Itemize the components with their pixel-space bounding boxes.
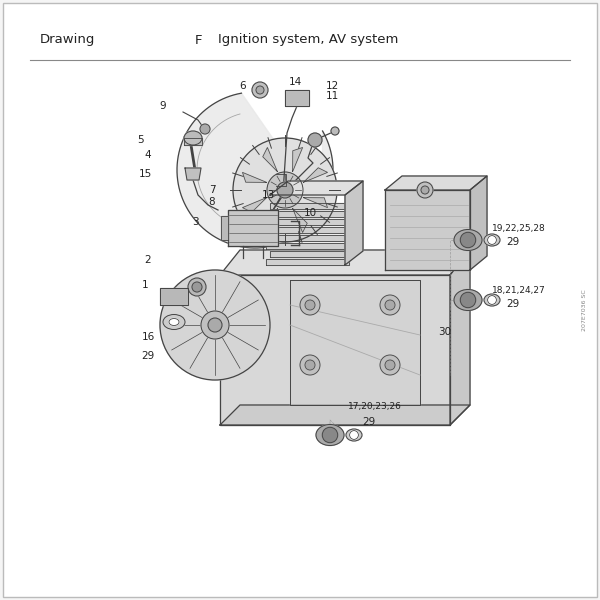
Text: F: F [195,34,203,46]
Circle shape [252,82,268,98]
Text: 7: 7 [209,185,215,195]
Text: 11: 11 [325,91,338,101]
Text: 1: 1 [142,280,148,290]
Text: 29: 29 [362,417,375,427]
Circle shape [331,127,339,135]
Circle shape [380,295,400,315]
Circle shape [488,236,496,244]
Circle shape [160,270,270,380]
Circle shape [200,124,210,134]
Circle shape [305,360,315,370]
Polygon shape [228,210,278,246]
Text: 17,20,23,26: 17,20,23,26 [348,403,402,412]
Text: 19,22,25,28: 19,22,25,28 [492,223,546,232]
Polygon shape [185,168,201,180]
Polygon shape [270,251,345,257]
Polygon shape [270,203,345,209]
Circle shape [300,295,320,315]
Text: 12: 12 [325,81,338,91]
Text: 29: 29 [506,237,519,247]
Ellipse shape [454,229,482,251]
Polygon shape [266,211,349,217]
Ellipse shape [163,314,185,329]
Circle shape [385,300,395,310]
Polygon shape [270,181,363,195]
Text: 8: 8 [209,197,215,207]
Circle shape [233,138,337,242]
Text: 4: 4 [145,150,151,160]
Ellipse shape [454,289,482,311]
Polygon shape [177,93,333,248]
Polygon shape [160,288,188,305]
Text: 18,21,24,27: 18,21,24,27 [492,286,546,295]
Polygon shape [304,197,328,208]
Text: 16: 16 [142,332,155,342]
Polygon shape [266,243,349,249]
Circle shape [208,318,222,332]
Circle shape [267,172,303,208]
Circle shape [460,292,476,308]
Polygon shape [270,235,345,241]
Ellipse shape [169,319,179,325]
Text: Drawing: Drawing [40,34,95,46]
Circle shape [385,360,395,370]
Polygon shape [304,168,328,182]
Text: 29: 29 [506,299,519,309]
Circle shape [256,86,264,94]
Circle shape [300,355,320,375]
Polygon shape [220,250,470,275]
Text: Ignition system, AV system: Ignition system, AV system [218,34,398,46]
Polygon shape [268,208,277,232]
Circle shape [421,186,429,194]
Polygon shape [293,148,302,172]
Circle shape [380,355,400,375]
Polygon shape [221,216,228,240]
Polygon shape [184,138,202,145]
Polygon shape [385,190,470,270]
Circle shape [488,296,496,304]
Polygon shape [470,176,487,270]
Polygon shape [220,405,470,425]
Text: 207E7036 SC: 207E7036 SC [583,289,587,331]
Text: 9: 9 [160,101,166,111]
Ellipse shape [316,425,344,445]
Ellipse shape [184,131,202,145]
Text: 10: 10 [304,208,317,218]
Circle shape [201,311,229,339]
Circle shape [350,431,358,439]
Text: 14: 14 [289,77,302,87]
Polygon shape [270,219,345,225]
Text: 15: 15 [139,169,152,179]
Text: 6: 6 [239,81,247,91]
Polygon shape [266,259,349,265]
Text: 29: 29 [142,351,155,361]
Circle shape [188,278,206,296]
Circle shape [305,300,315,310]
Text: 13: 13 [262,190,275,200]
Circle shape [322,427,338,443]
Polygon shape [290,280,420,405]
Polygon shape [285,90,309,106]
Ellipse shape [484,234,500,246]
Text: 2: 2 [145,255,151,265]
Circle shape [308,133,322,147]
Text: 5: 5 [137,135,143,145]
Polygon shape [345,181,363,265]
Polygon shape [385,176,487,190]
Circle shape [460,232,476,248]
Polygon shape [266,227,349,233]
Circle shape [192,282,202,292]
Ellipse shape [484,294,500,306]
Circle shape [277,182,293,198]
Polygon shape [450,250,470,425]
Circle shape [417,182,433,198]
Polygon shape [263,148,277,172]
Polygon shape [293,208,307,232]
Text: 3: 3 [191,217,199,227]
Polygon shape [242,197,266,212]
Ellipse shape [346,429,362,441]
Text: 30: 30 [439,327,452,337]
Polygon shape [242,172,266,182]
Polygon shape [220,275,450,425]
